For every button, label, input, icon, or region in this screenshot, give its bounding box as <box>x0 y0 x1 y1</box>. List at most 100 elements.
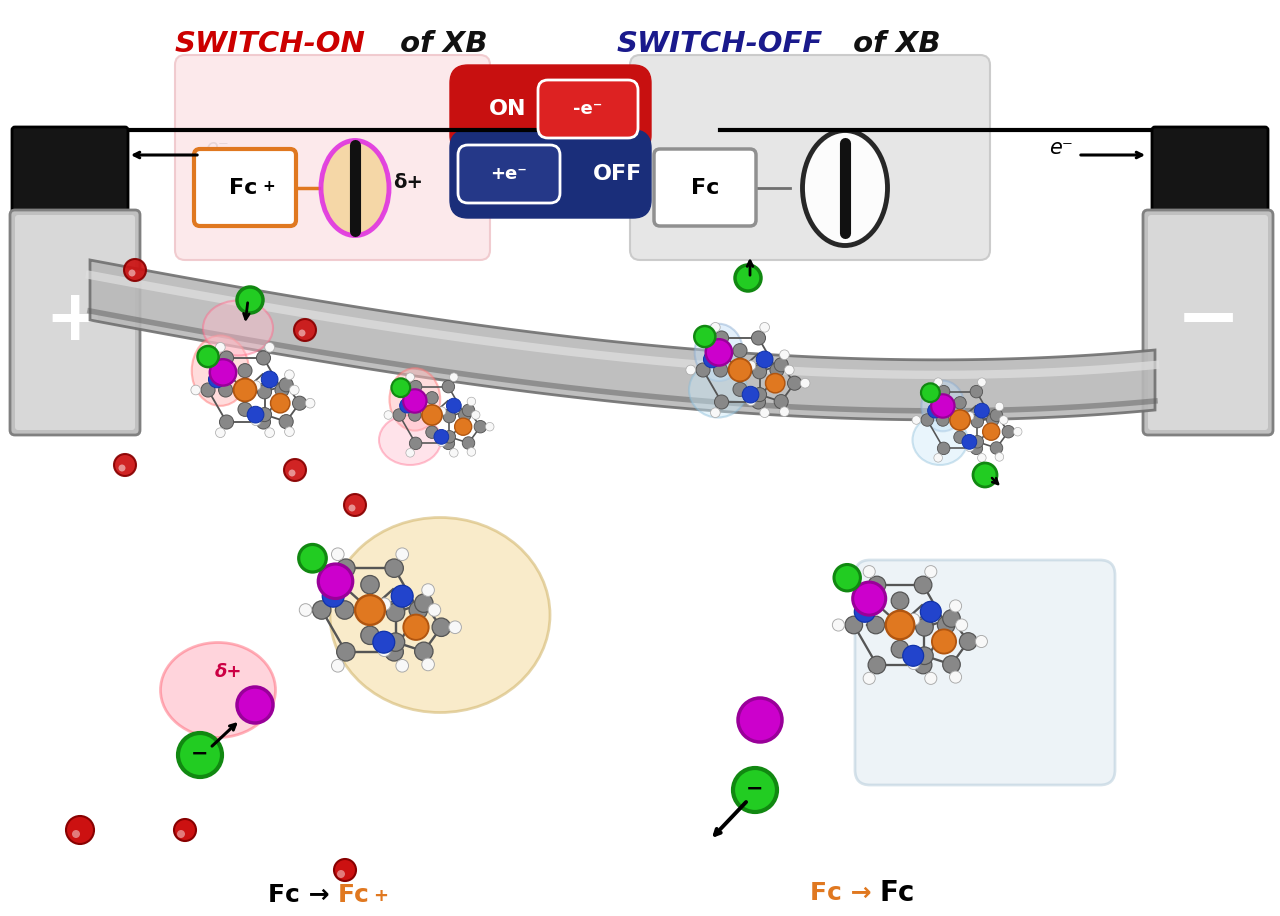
Circle shape <box>950 409 970 431</box>
Circle shape <box>443 410 456 423</box>
Text: of XB: of XB <box>390 30 488 58</box>
Text: Fc: Fc <box>881 879 915 907</box>
Circle shape <box>293 396 307 410</box>
Text: Fc →: Fc → <box>810 881 881 905</box>
Circle shape <box>742 387 759 403</box>
Text: +: + <box>372 887 388 905</box>
Circle shape <box>438 438 445 447</box>
Circle shape <box>970 386 983 398</box>
Text: ON: ON <box>489 99 527 119</box>
Circle shape <box>972 414 983 426</box>
Circle shape <box>714 331 728 345</box>
Circle shape <box>931 394 955 418</box>
Text: SWITCH-OFF: SWITCH-OFF <box>617 30 823 58</box>
Circle shape <box>279 415 293 429</box>
FancyBboxPatch shape <box>458 145 561 203</box>
Circle shape <box>332 548 344 561</box>
Circle shape <box>415 642 433 660</box>
Circle shape <box>361 627 379 645</box>
Circle shape <box>920 601 941 622</box>
Circle shape <box>323 585 344 607</box>
Circle shape <box>753 365 767 379</box>
Circle shape <box>442 380 454 393</box>
Circle shape <box>774 358 788 372</box>
Circle shape <box>950 671 961 683</box>
Circle shape <box>467 398 476 406</box>
Circle shape <box>787 376 801 390</box>
FancyBboxPatch shape <box>1152 127 1268 218</box>
Circle shape <box>251 416 261 426</box>
Circle shape <box>868 576 886 594</box>
Circle shape <box>973 463 997 487</box>
Text: +: + <box>262 179 275 194</box>
Circle shape <box>694 326 716 347</box>
Circle shape <box>937 386 950 398</box>
Circle shape <box>978 378 986 387</box>
Ellipse shape <box>192 335 248 406</box>
Text: +: + <box>45 286 105 354</box>
Circle shape <box>449 373 458 381</box>
Circle shape <box>256 415 270 429</box>
Circle shape <box>344 494 366 516</box>
Circle shape <box>800 378 810 388</box>
Circle shape <box>215 428 225 438</box>
Circle shape <box>471 410 480 420</box>
Circle shape <box>385 559 403 577</box>
Text: −: − <box>1175 282 1240 358</box>
Circle shape <box>415 594 433 613</box>
Circle shape <box>735 265 762 291</box>
Circle shape <box>335 601 353 619</box>
Ellipse shape <box>321 140 389 235</box>
Circle shape <box>426 426 438 439</box>
Circle shape <box>932 629 956 654</box>
Circle shape <box>393 409 406 421</box>
Circle shape <box>934 378 942 387</box>
Circle shape <box>995 453 1004 462</box>
Circle shape <box>261 371 278 387</box>
Polygon shape <box>90 260 1155 420</box>
Text: −: − <box>191 744 209 764</box>
Circle shape <box>298 330 306 336</box>
Ellipse shape <box>330 518 550 713</box>
Circle shape <box>760 408 769 418</box>
Circle shape <box>891 640 909 658</box>
Circle shape <box>908 658 920 670</box>
Circle shape <box>219 351 233 365</box>
Circle shape <box>913 416 920 424</box>
Text: -e⁻: -e⁻ <box>573 100 603 118</box>
Circle shape <box>449 621 461 634</box>
Circle shape <box>965 412 974 420</box>
Circle shape <box>312 601 332 619</box>
Ellipse shape <box>389 368 440 431</box>
Circle shape <box>406 373 415 381</box>
Circle shape <box>914 576 932 594</box>
Circle shape <box>915 616 933 634</box>
Circle shape <box>954 397 966 409</box>
Ellipse shape <box>922 381 964 431</box>
Circle shape <box>771 363 783 377</box>
Circle shape <box>733 382 748 397</box>
Circle shape <box>265 343 274 352</box>
Circle shape <box>863 672 876 684</box>
Circle shape <box>954 431 966 443</box>
FancyBboxPatch shape <box>195 149 296 226</box>
Circle shape <box>219 383 233 397</box>
Circle shape <box>215 343 225 352</box>
FancyBboxPatch shape <box>654 149 756 226</box>
Circle shape <box>934 453 942 462</box>
Circle shape <box>774 395 788 409</box>
Circle shape <box>937 616 955 634</box>
Circle shape <box>178 733 221 777</box>
Circle shape <box>972 415 983 428</box>
Circle shape <box>886 611 914 639</box>
Circle shape <box>970 442 983 454</box>
Circle shape <box>408 409 421 421</box>
Circle shape <box>396 660 408 672</box>
Circle shape <box>387 633 404 651</box>
Circle shape <box>987 414 998 426</box>
Circle shape <box>201 383 215 397</box>
Circle shape <box>433 618 451 637</box>
Circle shape <box>928 403 942 418</box>
FancyBboxPatch shape <box>855 560 1115 785</box>
Circle shape <box>863 565 876 578</box>
